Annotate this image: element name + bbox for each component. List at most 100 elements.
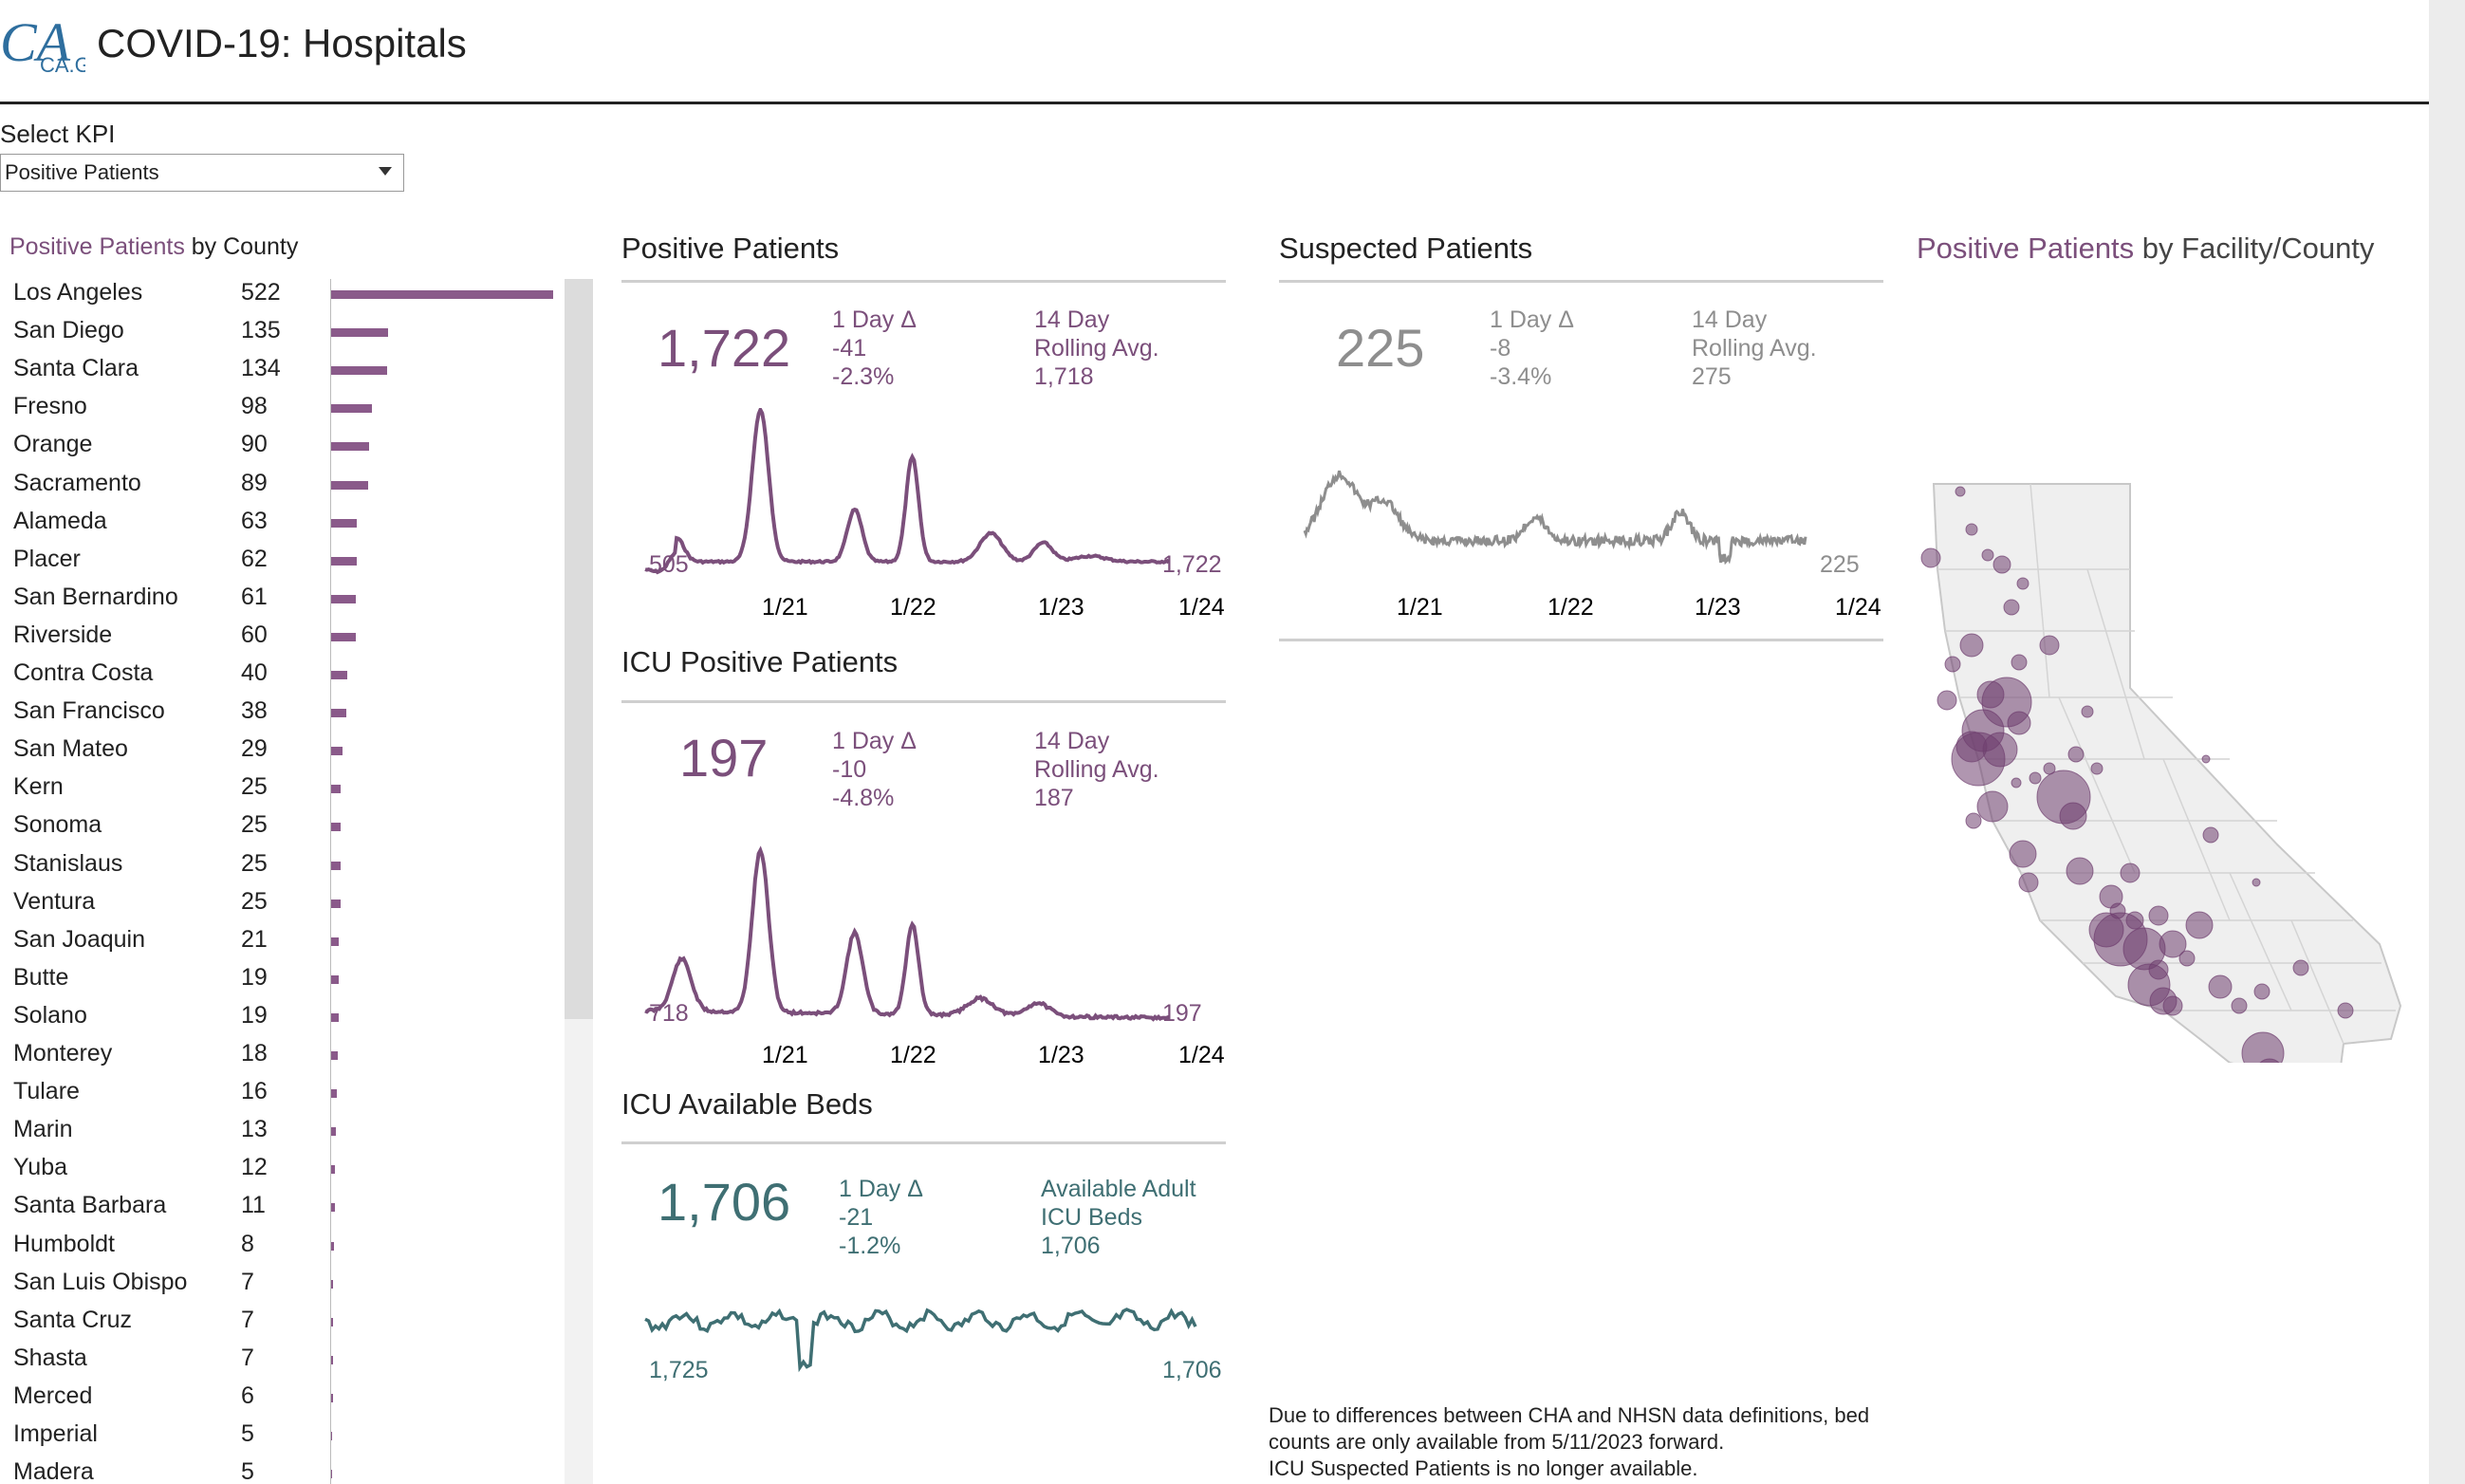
county-row[interactable]: Alameda 63 (13, 508, 564, 546)
county-bar[interactable] (330, 1012, 339, 1022)
county-row[interactable]: Orange 90 (13, 431, 564, 469)
county-bar[interactable] (330, 1241, 334, 1251)
county-bar[interactable] (330, 1089, 338, 1099)
facility-bubble[interactable] (1976, 680, 2005, 709)
county-bar[interactable] (330, 1203, 335, 1213)
facility-bubble[interactable] (2292, 959, 2309, 976)
facility-bubble[interactable] (1992, 555, 2011, 574)
county-bar[interactable] (330, 1432, 333, 1440)
county-bar[interactable] (330, 937, 340, 946)
facility-bubble[interactable] (2208, 974, 2233, 999)
county-bar[interactable] (330, 1355, 334, 1364)
county-bar[interactable] (330, 442, 369, 452)
facility-bubble[interactable] (2252, 878, 2261, 887)
facility-bubble[interactable] (2125, 911, 2144, 930)
facility-bubble[interactable] (2029, 771, 2042, 785)
facility-bubble[interactable] (1976, 790, 2009, 823)
ca-gov-logo[interactable]: CA CA.GOV (0, 11, 121, 78)
facility-bubble[interactable] (2148, 905, 2169, 926)
facility-bubble[interactable] (2256, 1058, 2283, 1063)
facility-bubble[interactable] (2011, 654, 2028, 671)
county-row[interactable]: Yuba 12 (13, 1154, 564, 1192)
county-bar[interactable] (330, 1317, 334, 1326)
county-bar[interactable] (330, 518, 358, 528)
facility-bubble[interactable] (2120, 863, 2141, 883)
county-list-scrollbar[interactable] (565, 279, 593, 1484)
facility-bubble[interactable] (2066, 857, 2094, 885)
california-map[interactable] (1917, 474, 2429, 1063)
facility-bubble[interactable] (2159, 930, 2187, 958)
facility-bubble[interactable] (2162, 995, 2183, 1016)
county-bar[interactable] (330, 899, 342, 908)
county-row[interactable]: Stanislaus 25 (13, 850, 564, 888)
facility-bubble[interactable] (2109, 902, 2126, 919)
facility-bubble[interactable] (2185, 911, 2214, 939)
county-bar[interactable] (330, 1470, 333, 1479)
county-bar[interactable] (330, 594, 357, 603)
county-bar[interactable] (330, 861, 342, 870)
county-bar[interactable] (330, 1127, 336, 1137)
facility-bubble[interactable] (2059, 802, 2087, 830)
county-list-scroll-thumb[interactable] (565, 279, 593, 1019)
page-scrollbar[interactable] (2429, 0, 2465, 1484)
county-row[interactable]: Ventura 25 (13, 888, 564, 926)
county-bar[interactable] (330, 785, 342, 794)
county-row[interactable]: Santa Barbara 11 (13, 1192, 564, 1230)
facility-bubble[interactable] (2067, 746, 2085, 763)
county-row[interactable]: San Mateo 29 (13, 735, 564, 773)
facility-bubble[interactable] (2337, 1002, 2354, 1019)
county-bar[interactable] (330, 823, 342, 832)
county-row[interactable]: Madera 5 (13, 1458, 564, 1484)
county-row[interactable]: Solano 19 (13, 1002, 564, 1040)
county-bar[interactable] (330, 1165, 336, 1175)
county-row[interactable]: Placer 62 (13, 546, 564, 584)
facility-bubble[interactable] (2003, 599, 2020, 616)
facility-bubble[interactable] (1937, 690, 1957, 711)
county-row[interactable]: San Luis Obispo 7 (13, 1269, 564, 1307)
county-row[interactable]: Marin 13 (13, 1116, 564, 1154)
facility-bubble[interactable] (2241, 1031, 2285, 1063)
county-row[interactable]: Shasta 7 (13, 1345, 564, 1382)
county-bar[interactable] (330, 556, 357, 566)
county-bar[interactable] (330, 632, 356, 641)
facility-bubble[interactable] (2090, 762, 2104, 775)
county-bar[interactable] (330, 290, 553, 299)
county-row[interactable]: Sacramento 89 (13, 470, 564, 508)
county-row[interactable]: Riverside 60 (13, 621, 564, 659)
facility-bubble[interactable] (2016, 577, 2029, 590)
facility-bubble[interactable] (1965, 523, 1978, 536)
facility-bubble[interactable] (2018, 872, 2039, 893)
county-bar[interactable] (330, 1393, 333, 1402)
county-bar[interactable] (330, 974, 339, 984)
county-row[interactable]: Sonoma 25 (13, 811, 564, 849)
facility-bubble[interactable] (1959, 633, 1984, 658)
facility-bubble[interactable] (1965, 812, 1982, 829)
facility-bubble[interactable] (2178, 950, 2196, 967)
county-row[interactable]: Monterey 18 (13, 1040, 564, 1078)
facility-bubble[interactable] (2201, 754, 2211, 764)
county-row[interactable]: San Diego 135 (13, 317, 564, 355)
county-bar[interactable] (330, 328, 388, 338)
county-bar[interactable] (330, 671, 347, 679)
facility-bubble[interactable] (2253, 983, 2270, 1000)
county-row[interactable]: San Joaquin 21 (13, 926, 564, 964)
kpi-dropdown[interactable]: Positive Patients (0, 154, 404, 192)
facility-bubble[interactable] (1951, 732, 2006, 787)
county-bar[interactable] (330, 1279, 334, 1289)
county-bar[interactable] (330, 709, 347, 718)
facility-bubble[interactable] (2148, 959, 2169, 980)
facility-bubble[interactable] (1944, 656, 1961, 673)
county-row[interactable]: San Bernardino 61 (13, 584, 564, 621)
facility-bubble[interactable] (2081, 705, 2094, 718)
county-row[interactable]: San Francisco 38 (13, 697, 564, 735)
county-row[interactable]: Santa Cruz 7 (13, 1307, 564, 1345)
county-row[interactable]: Kern 25 (13, 773, 564, 811)
county-bar[interactable] (330, 747, 343, 756)
facility-bubble[interactable] (1981, 548, 1994, 562)
county-bar[interactable] (330, 480, 369, 490)
facility-bubble[interactable] (2043, 762, 2056, 775)
county-row[interactable]: Merced 6 (13, 1382, 564, 1420)
facility-bubble[interactable] (2007, 711, 2031, 735)
county-row[interactable]: Fresno 98 (13, 393, 564, 431)
county-bar[interactable] (330, 1051, 339, 1060)
